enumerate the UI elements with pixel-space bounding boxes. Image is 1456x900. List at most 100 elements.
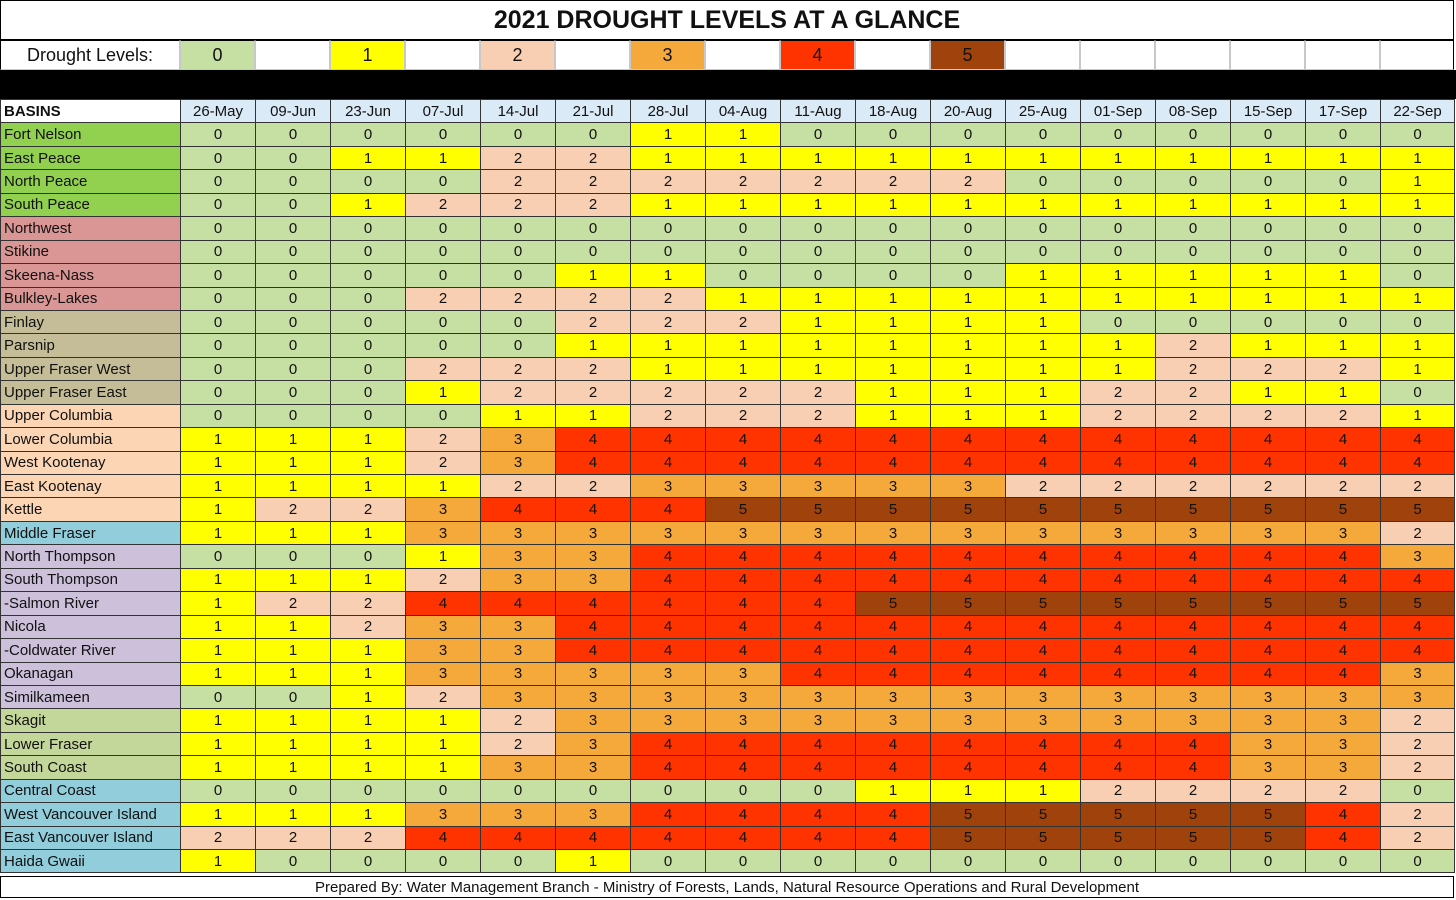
drought-level-cell: 1 xyxy=(255,614,331,640)
drought-level-cell: 3 xyxy=(405,497,481,522)
drought-level-cell: 1 xyxy=(255,731,331,757)
drought-level-cell: 4 xyxy=(855,450,931,476)
drought-level-cell: 1 xyxy=(255,802,331,827)
drought-level-cell: 4 xyxy=(1080,638,1156,663)
drought-level-cell: 4 xyxy=(630,731,706,757)
drought-level-cell: 0 xyxy=(1080,848,1156,874)
drought-level-cell: 0 xyxy=(705,263,781,288)
drought-level-cell: 3 xyxy=(480,802,556,827)
drought-level-cell: 1 xyxy=(1380,145,1455,171)
drought-level-cell: 0 xyxy=(405,309,481,335)
drought-level-cell: 0 xyxy=(1155,239,1231,265)
drought-level-cell: 1 xyxy=(255,520,331,546)
drought-level-cell: 4 xyxy=(780,661,856,686)
basin-name: Fort Nelson xyxy=(0,122,181,147)
drought-level-cell: 1 xyxy=(1005,192,1081,218)
drought-level-cell: 0 xyxy=(1230,216,1306,241)
drought-level-cell: 4 xyxy=(1005,731,1081,757)
drought-level-cell: 2 xyxy=(705,309,781,335)
drought-level-cell: 0 xyxy=(330,239,406,265)
drought-level-cell: 3 xyxy=(555,802,631,827)
drought-level-cell: 1 xyxy=(630,356,706,382)
drought-level-cell: 0 xyxy=(180,333,256,358)
drought-level-cell: 1 xyxy=(180,755,256,780)
drought-level-cell: 4 xyxy=(930,661,1006,686)
drought-level-cell: 1 xyxy=(330,802,406,827)
drought-level-cell: 0 xyxy=(630,848,706,874)
drought-level-cell: 1 xyxy=(1380,169,1455,194)
drought-level-cell: 1 xyxy=(1305,380,1381,405)
drought-level-cell: 0 xyxy=(405,239,481,265)
drought-level-cell: 0 xyxy=(330,356,406,382)
drought-level-cell: 1 xyxy=(405,731,481,757)
drought-level-cell: 4 xyxy=(1305,802,1381,827)
drought-level-cell: 1 xyxy=(780,356,856,382)
drought-level-cell: 1 xyxy=(1230,380,1306,405)
drought-level-cell: 0 xyxy=(330,380,406,405)
drought-level-cell: 2 xyxy=(1380,825,1455,851)
drought-level-cell: 0 xyxy=(480,848,556,874)
drought-level-cell: 0 xyxy=(255,122,331,147)
basin-name: East Kootenay xyxy=(0,473,181,499)
drought-level-cell: 3 xyxy=(555,544,631,569)
drought-level-cell: 4 xyxy=(405,591,481,616)
drought-level-cell: 4 xyxy=(630,544,706,569)
drought-level-cell: 0 xyxy=(705,778,781,804)
legend-level-5: 5 xyxy=(930,40,1005,70)
drought-level-cell: 2 xyxy=(555,380,631,405)
drought-level-cell: 4 xyxy=(780,638,856,663)
drought-level-cell: 1 xyxy=(705,286,781,311)
drought-level-cell: 0 xyxy=(780,848,856,874)
legend-level-3: 3 xyxy=(630,40,705,70)
drought-level-cell: 3 xyxy=(705,473,781,499)
drought-level-cell: 0 xyxy=(330,848,406,874)
drought-level-cell: 2 xyxy=(1080,403,1156,429)
drought-level-cell: 2 xyxy=(255,497,331,522)
table-row: Similkameen 0 0 1 2 3 3 3 3 3 3 3 3 3 3 3 3 3 xyxy=(0,684,1455,710)
drought-level-cell: 4 xyxy=(780,825,856,851)
drought-level-cell: 4 xyxy=(705,591,781,616)
drought-level-cell: 4 xyxy=(705,544,781,569)
drought-level-cell: 0 xyxy=(330,333,406,358)
drought-level-cell: 1 xyxy=(405,755,481,780)
drought-level-cell: 5 xyxy=(1080,802,1156,827)
drought-level-cell: 2 xyxy=(405,427,481,452)
drought-level-cell: 0 xyxy=(630,778,706,804)
date-header: 04-Aug xyxy=(705,98,781,124)
drought-level-cell: 2 xyxy=(480,145,556,171)
drought-level-cell: 2 xyxy=(1305,356,1381,382)
table-row: Stikine 0 0 0 0 0 0 0 0 0 0 0 0 0 0 0 0 0 xyxy=(0,239,1455,265)
drought-level-cell: 4 xyxy=(480,497,556,522)
drought-level-cell: 3 xyxy=(930,708,1006,733)
drought-level-cell: 0 xyxy=(480,309,556,335)
drought-level-cell: 0 xyxy=(1305,848,1381,874)
drought-level-cell: 4 xyxy=(705,638,781,663)
drought-level-cell: 5 xyxy=(1005,497,1081,522)
drought-level-cell: 1 xyxy=(330,520,406,546)
date-header: 17-Sep xyxy=(1305,98,1381,124)
drought-level-cell: 0 xyxy=(1230,122,1306,147)
drought-level-cell: 0 xyxy=(255,309,331,335)
drought-level-cell: 1 xyxy=(930,778,1006,804)
drought-level-cell: 0 xyxy=(180,403,256,429)
drought-level-cell: 1 xyxy=(255,638,331,663)
drought-level-cell: 3 xyxy=(405,614,481,640)
drought-level-cell: 1 xyxy=(855,778,931,804)
drought-level-cell: 0 xyxy=(180,192,256,218)
table-row: Upper Columbia 0 0 0 0 1 1 2 2 2 1 1 1 2 2 2 2 1 xyxy=(0,403,1455,429)
drought-level-cell: 1 xyxy=(330,684,406,710)
drought-level-cell: 5 xyxy=(1305,497,1381,522)
drought-level-cell: 0 xyxy=(855,216,931,241)
drought-level-cell: 1 xyxy=(930,380,1006,405)
legend-spacer xyxy=(1155,40,1230,70)
table-row: East Vancouver Island 2 2 2 4 4 4 4 4 4 4 5 5 5 5 5 4 2 xyxy=(0,825,1455,851)
drought-level-cell: 4 xyxy=(705,731,781,757)
drought-level-cell: 5 xyxy=(1080,825,1156,851)
drought-level-cell: 0 xyxy=(1380,778,1455,804)
drought-level-cell: 1 xyxy=(180,708,256,733)
drought-level-cell: 2 xyxy=(405,684,481,710)
drought-level-cell: 1 xyxy=(705,145,781,171)
drought-level-cell: 1 xyxy=(330,731,406,757)
drought-level-cell: 3 xyxy=(1230,755,1306,780)
drought-level-cell: 0 xyxy=(780,216,856,241)
